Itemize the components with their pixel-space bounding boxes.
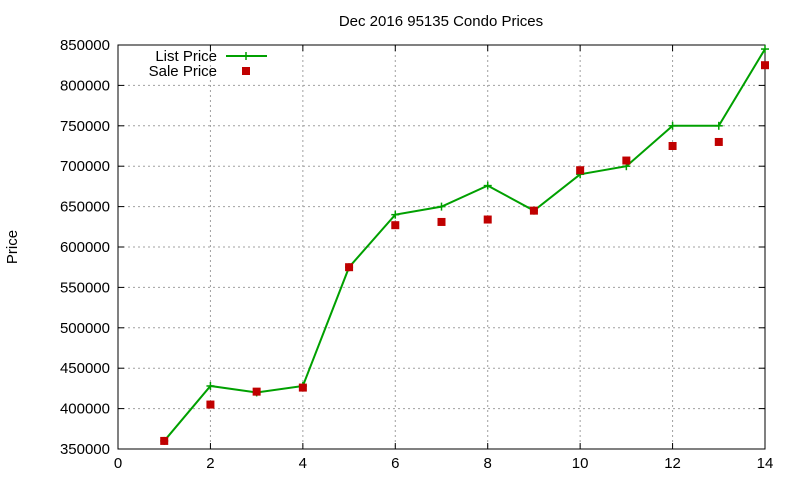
x-tick-label: 10 xyxy=(572,455,589,472)
y-tick-label: 600000 xyxy=(60,239,110,256)
sale-price-point xyxy=(668,142,677,150)
list-price-point xyxy=(483,181,492,190)
x-tick-label: 12 xyxy=(664,455,681,472)
series xyxy=(160,45,769,445)
y-tick-label: 500000 xyxy=(60,320,110,337)
sale-price-point xyxy=(761,61,769,70)
sale-price-point xyxy=(714,137,723,146)
sale-price-point xyxy=(391,221,400,230)
sale-price-point xyxy=(345,263,354,272)
sale-price-point xyxy=(622,156,631,165)
sale-price-point xyxy=(529,206,538,215)
y-tick-label: 650000 xyxy=(60,199,110,216)
y-tick-label: 700000 xyxy=(60,158,110,175)
y-tick-label: 550000 xyxy=(60,279,110,296)
list-price-point xyxy=(391,210,400,219)
sale-price-point xyxy=(160,436,169,445)
list-price-point xyxy=(668,121,677,130)
sale-price-point xyxy=(252,387,261,396)
list-price-point xyxy=(437,202,446,211)
list-price-point xyxy=(714,121,723,130)
y-tick-label: 350000 xyxy=(60,441,110,458)
legend-marker-sale-price xyxy=(242,67,250,75)
plot-frame xyxy=(117,44,766,450)
x-tick-label: 6 xyxy=(391,455,399,472)
x-tick-label: 4 xyxy=(299,455,307,472)
grid xyxy=(118,45,765,449)
chart-title: Dec 2016 95135 Condo Prices xyxy=(339,13,543,30)
axis-ticks: 0 2 4 6 8 10 12 14 350000 400000 450000 500000 55000… xyxy=(60,37,773,472)
y-tick-label: 450000 xyxy=(60,360,110,377)
list-price-point xyxy=(206,381,215,390)
legend-marker-list-price xyxy=(242,52,250,60)
sale-price-point xyxy=(576,166,585,175)
y-tick-label: 800000 xyxy=(60,77,110,94)
y-axis-label: Price xyxy=(4,230,21,264)
sale-price-point xyxy=(437,217,446,226)
x-tick-label: 0 xyxy=(114,455,122,472)
y-tick-label: 400000 xyxy=(60,401,110,418)
sale-price-point xyxy=(298,383,307,392)
sale-price-point xyxy=(483,215,492,224)
x-tick-label: 8 xyxy=(484,455,492,472)
sale-price-point xyxy=(206,400,215,409)
list-price-point xyxy=(761,45,769,54)
legend-label-sale-price: Sale Price xyxy=(149,63,217,80)
x-tick-label: 2 xyxy=(206,455,214,472)
y-tick-label: 850000 xyxy=(60,37,110,54)
y-tick-label: 750000 xyxy=(60,118,110,135)
series-sale-price xyxy=(160,61,769,445)
legend-label-list-price: List Price xyxy=(155,48,217,65)
series-list-price xyxy=(160,45,769,445)
x-tick-label: 14 xyxy=(757,455,774,472)
list-price-line xyxy=(163,48,766,442)
